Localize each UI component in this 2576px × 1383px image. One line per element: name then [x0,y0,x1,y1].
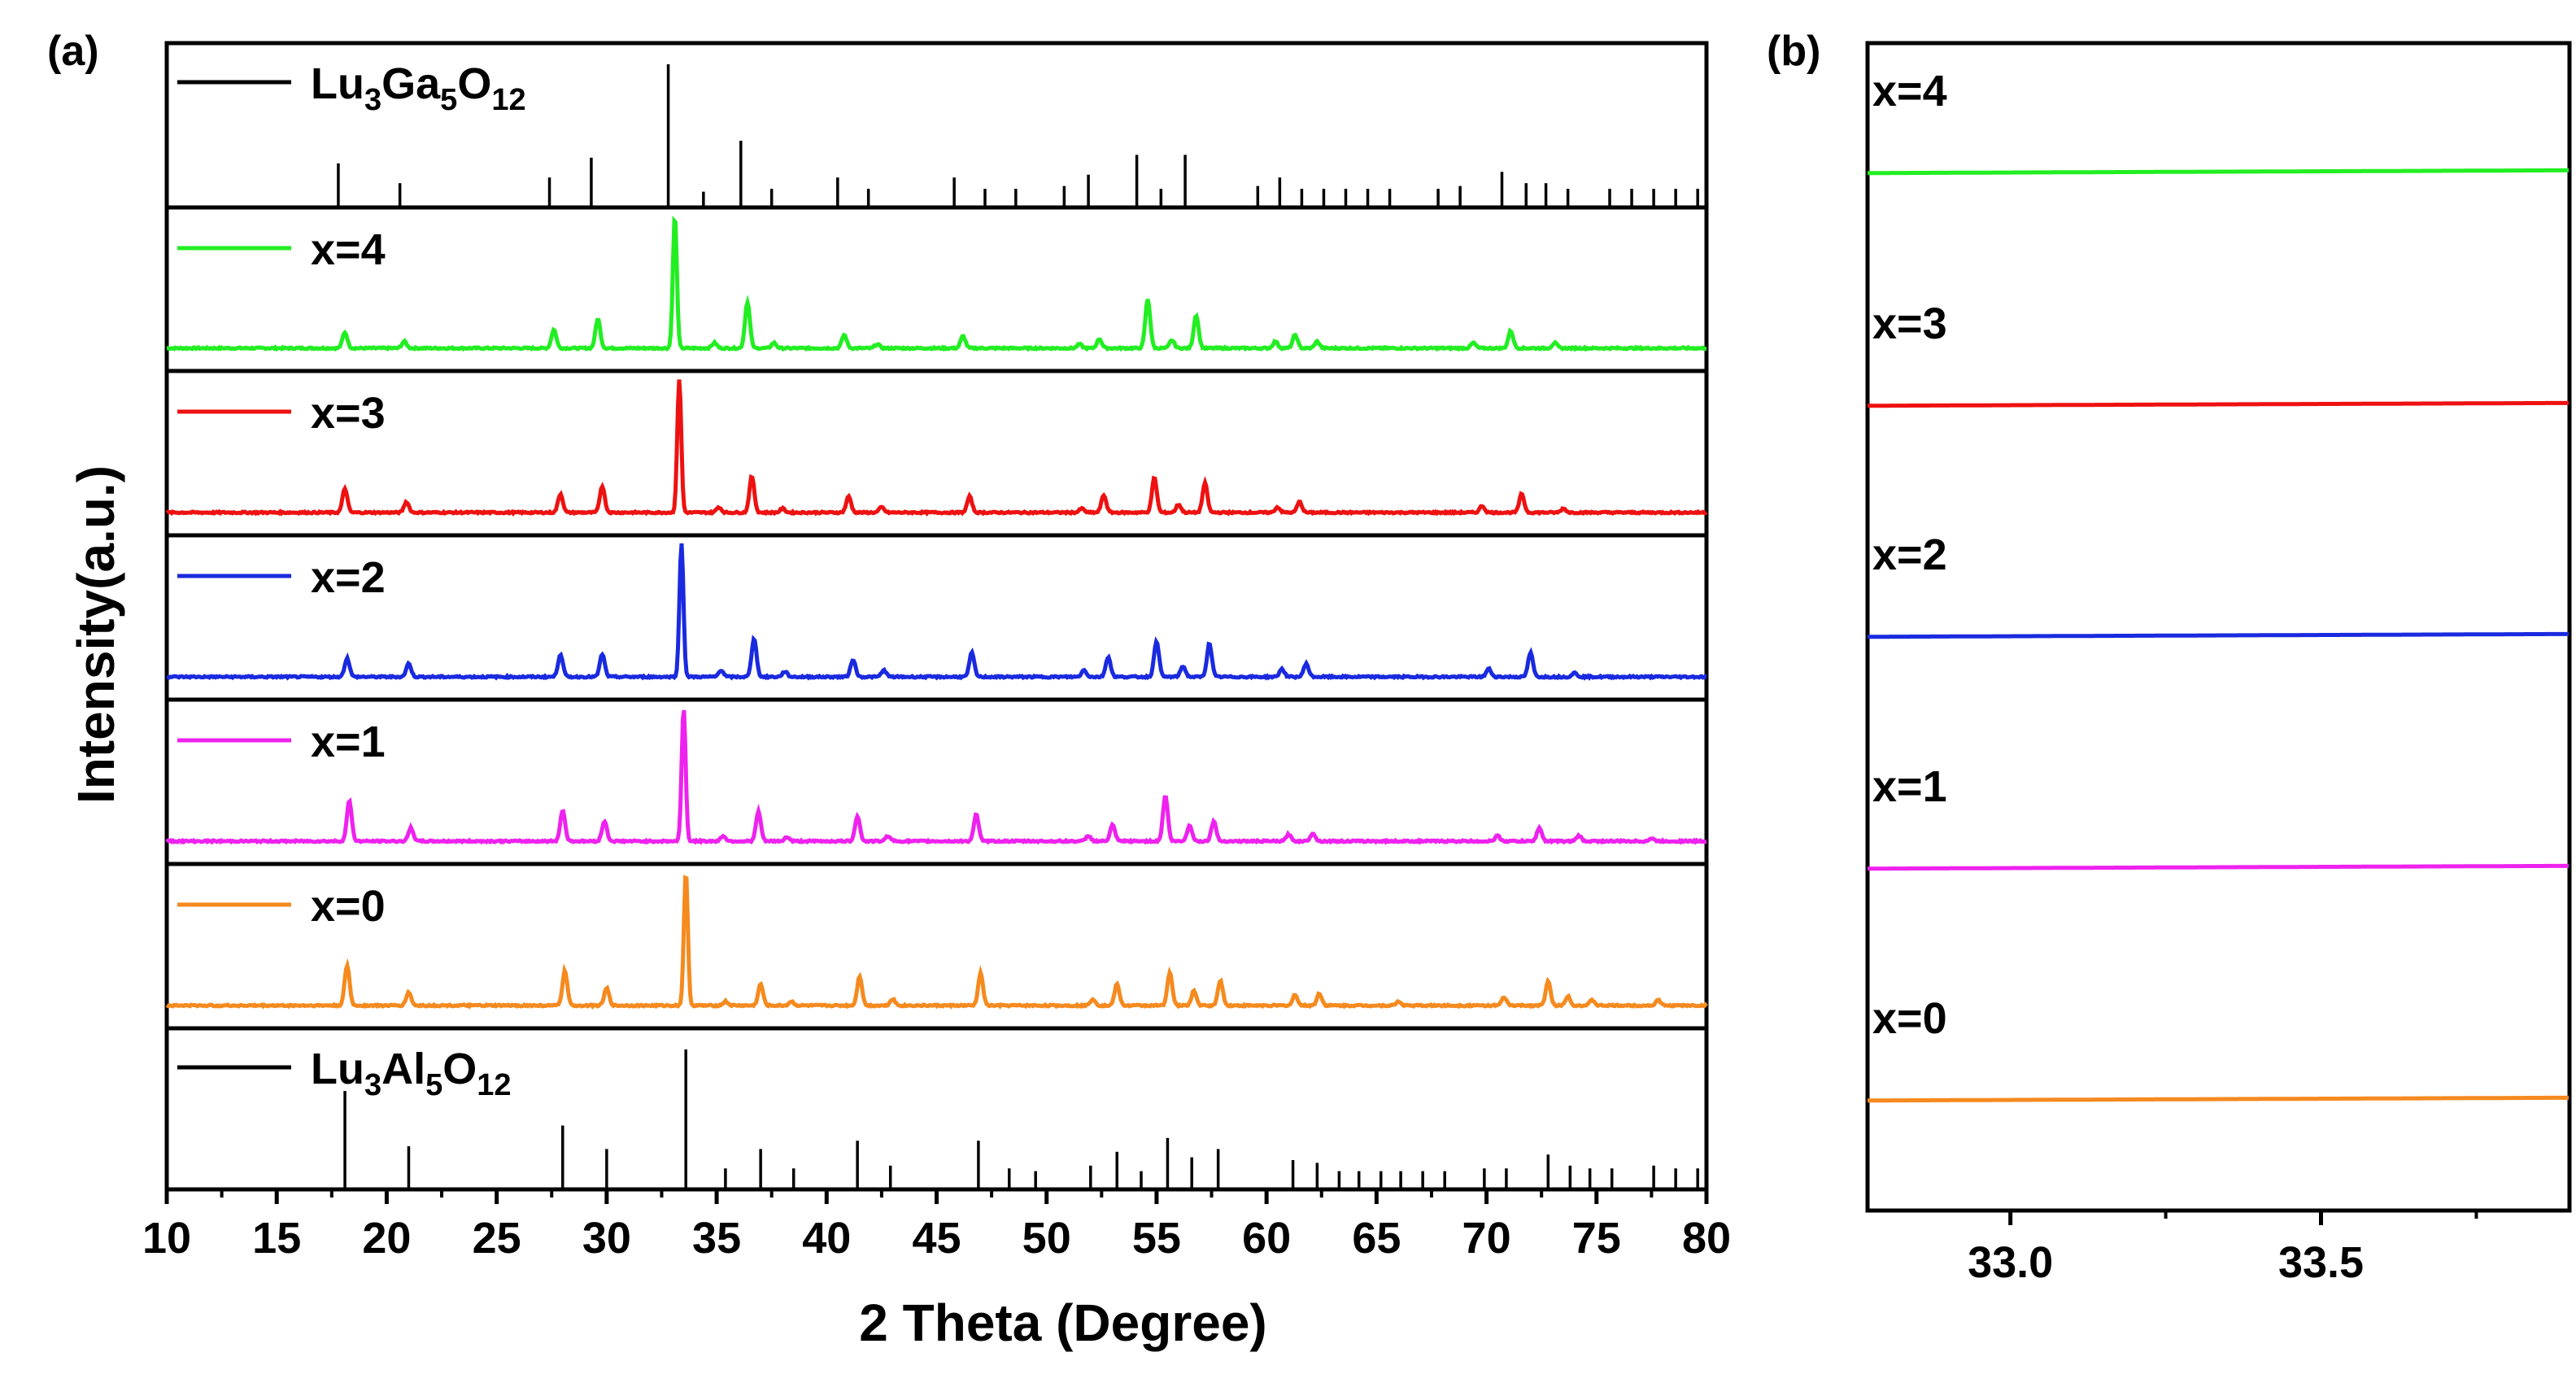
xrd-pattern-line [166,215,1707,352]
zoom-series-label: x=3 [1872,299,1947,348]
panel-a: (a) Lu3Ga5O12 Lu3Al5O12 x=4 x=3 x=2 x=1 x=0 10… [47,28,1731,1352]
zoom-peak-line [1867,631,2569,639]
zoom-peak-line [1867,863,2569,871]
x-tick-label: 50 [1022,1214,1071,1263]
panel-a-y-axis-title: Intensity(a.u.) [67,465,125,804]
x-tick-label: 10 [142,1214,191,1263]
x-tick-label: 75 [1572,1214,1621,1263]
zoom-peak-line [1867,400,2569,408]
x-tick-label: 15 [252,1214,301,1263]
panel-b-frame [1865,41,2572,1213]
zoom-series-label: x=0 [1872,994,1947,1043]
series-legend-label: x=4 [311,225,386,274]
zoom-series-label: x=2 [1872,530,1947,579]
reference-pattern: Lu3Ga5O12 [177,59,1699,206]
x-tick-label: 65 [1352,1214,1401,1263]
series-legend-label: x=0 [311,882,386,931]
reference-pattern: Lu3Al5O12 [177,1045,1699,1188]
x-tick-label: 30 [582,1214,631,1263]
panel-b-plot: x=4 x=3 x=2 x=1 x=0 [1865,41,2572,1213]
panel-a-label: (a) [47,28,99,75]
zoom-series-label: x=1 [1872,762,1947,811]
xrd-pattern-line [165,875,1708,1010]
panel-b-x-ticks: 33.0 33.5 [1968,1211,2478,1287]
x-tick-label: 55 [1132,1214,1181,1263]
x-tick-label: 33.0 [1968,1238,2053,1287]
panel-b: (b) x=4 x=3 x=2 x=1 x=0 33.0 33.5 [1767,28,2572,1287]
zoom-series-label: x=4 [1872,67,1947,116]
x-tick-label: 33.5 [2278,1238,2364,1287]
reference-legend-label: Lu3Al5O12 [311,1045,512,1102]
x-tick-label: 45 [912,1214,961,1263]
xrd-pattern-line [165,709,1707,845]
xrd-pattern-line [166,543,1707,681]
zoom-peak-line [1867,1095,2569,1103]
panel-a-x-ticks: 10 15 20 25 30 35 40 45 50 55 60 65 70 75 80 [142,1189,1731,1263]
x-tick-label: 60 [1242,1214,1291,1263]
x-tick-label: 25 [473,1214,521,1263]
xrd-pattern-line [165,379,1708,517]
x-tick-label: 80 [1682,1214,1731,1263]
panel-b-label: (b) [1767,28,1820,75]
x-tick-label: 40 [802,1214,851,1263]
series-legend-label: x=1 [311,718,386,766]
series-legend-label: x=3 [311,389,386,438]
panel-a-plot: Lu3Ga5O12 Lu3Al5O12 x=4 x=3 x=2 x=1 x=0 [165,59,1708,1188]
reference-legend-label: Lu3Ga5O12 [311,59,526,117]
x-tick-label: 35 [692,1214,741,1263]
zoom-peak-line [1867,168,2569,176]
x-tick-label: 70 [1462,1214,1511,1263]
panel-a-x-axis-title: 2 Theta (Degree) [859,1294,1266,1352]
series-legend-label: x=2 [311,553,386,602]
x-tick-label: 20 [362,1214,411,1263]
panel-a-sections [164,41,1709,1192]
